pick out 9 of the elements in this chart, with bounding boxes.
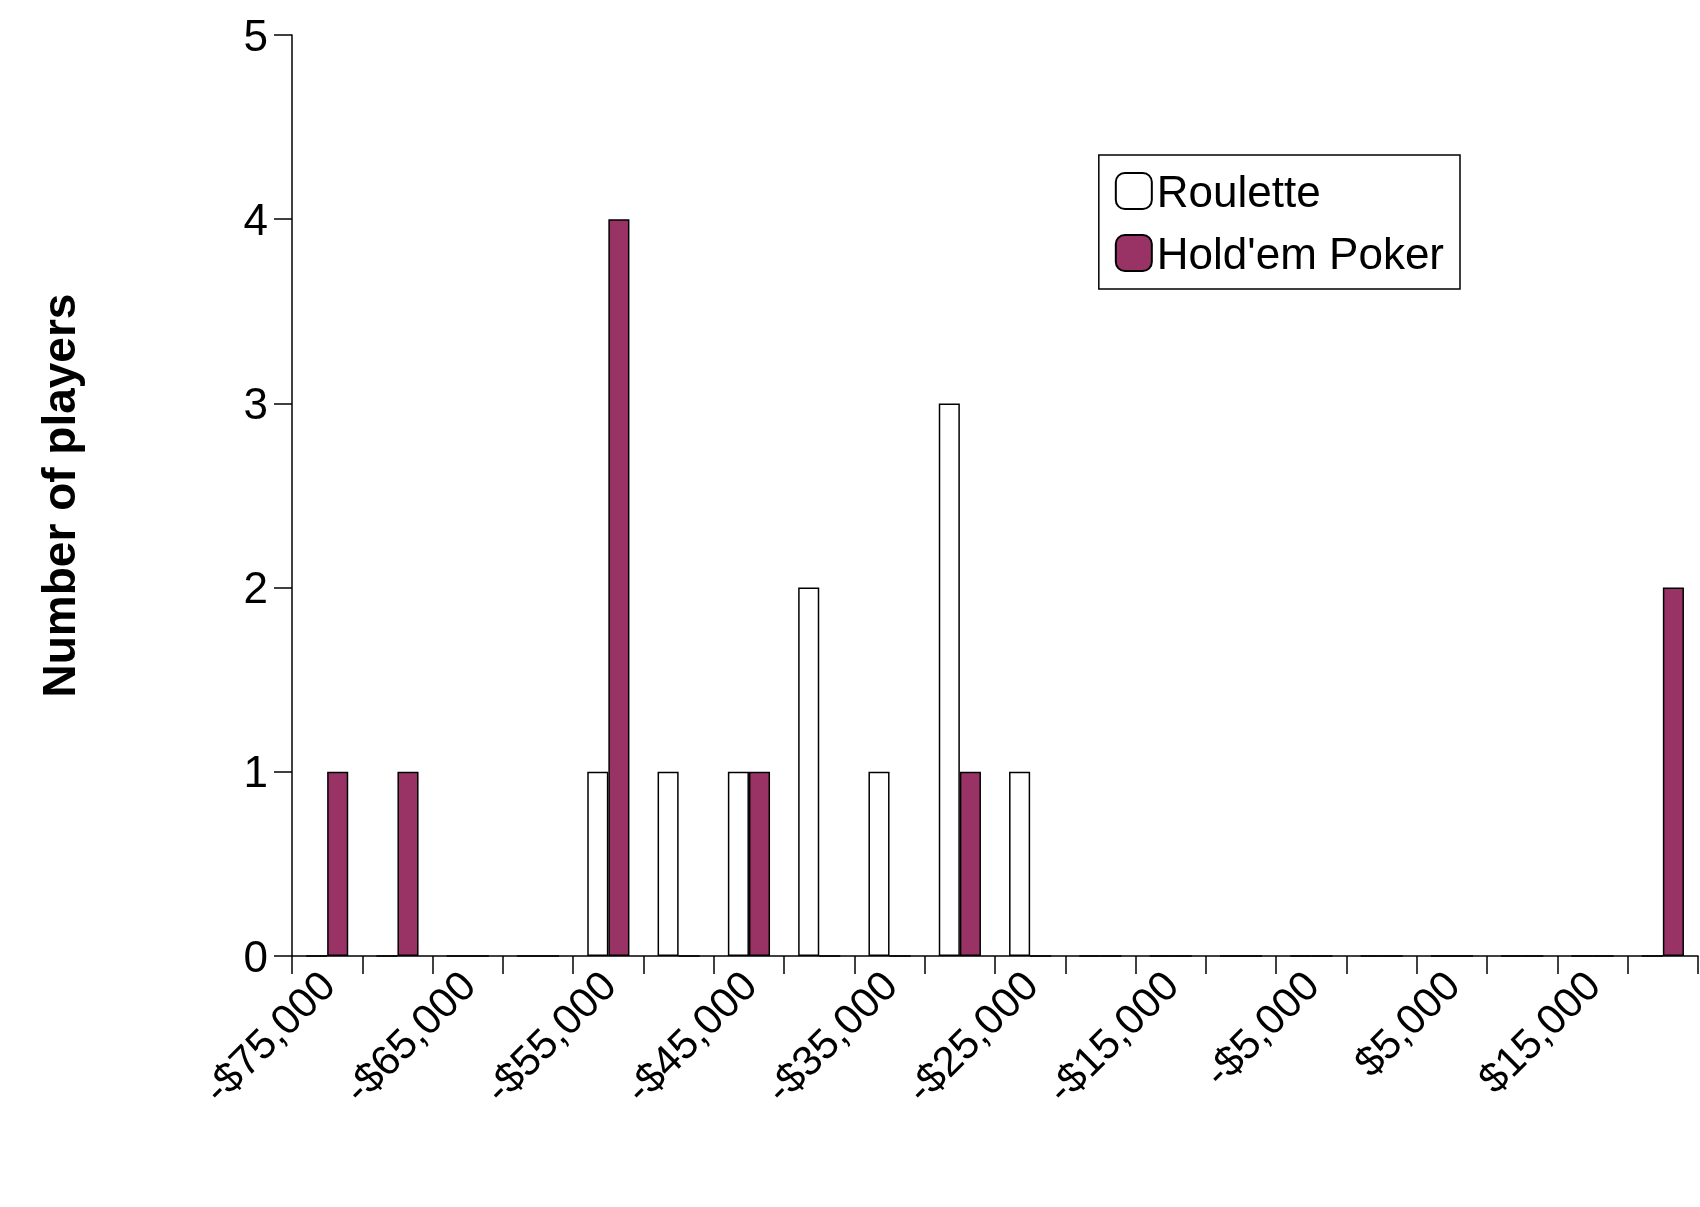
legend-label: Hold'em Poker [1156, 228, 1445, 278]
y-tick-label: 2 [243, 563, 268, 613]
y-tick-label: 0 [243, 931, 268, 981]
y-tick-label: 4 [243, 194, 268, 244]
y-tick-label: 3 [243, 378, 268, 428]
y-tick-label: 5 [243, 10, 268, 60]
legend-label: Roulette [1156, 166, 1321, 216]
y-axis-title: Number of players [33, 293, 85, 698]
y-tick-label: 1 [243, 747, 268, 797]
